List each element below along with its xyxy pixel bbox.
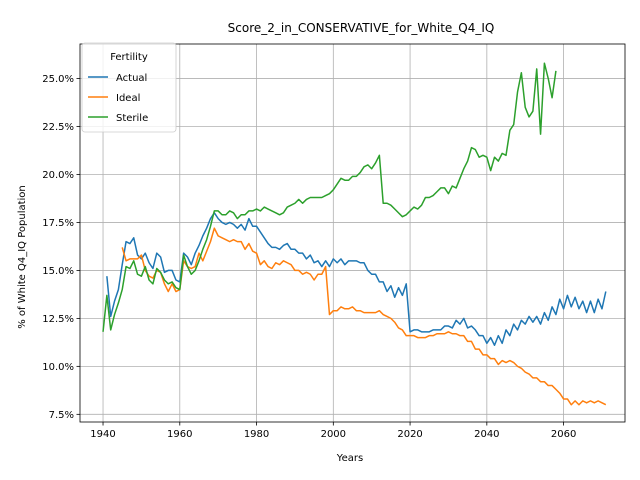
series-line-ideal: [121, 227, 607, 406]
x-tick-label: 2040: [474, 429, 499, 440]
series-layer: [102, 62, 607, 406]
legend-box: [81, 42, 177, 133]
legend-label-ideal: Ideal: [116, 93, 140, 104]
x-tick-label: 2000: [321, 429, 346, 440]
y-tick-label: 7.5%: [49, 410, 74, 421]
plot-area-frame: [79, 43, 626, 423]
x-axis-title: Years: [336, 453, 363, 464]
x-tick-label: 1980: [244, 429, 269, 440]
y-tick-label: 25.0%: [42, 74, 74, 85]
legend-label-actual: Actual: [116, 73, 147, 84]
y-axis-title: % of White Q4_IQ Population: [17, 185, 28, 329]
chart-title: Score_2_in_CONSERVATIVE_for_White_Q4_IQ: [228, 21, 495, 35]
legend-label-sterile: Sterile: [116, 113, 148, 124]
series-line-actual: [106, 212, 607, 346]
y-tick-label: 17.5%: [42, 218, 74, 229]
x-tick-label: 2060: [551, 429, 576, 440]
legend-title: Fertility: [110, 52, 148, 63]
y-tick-label: 15.0%: [42, 266, 74, 277]
legend: Fertility Actual Ideal Sterile: [81, 42, 177, 133]
x-tick-label: 2020: [397, 429, 422, 440]
grid: [80, 44, 625, 422]
y-tick-label: 22.5%: [42, 122, 74, 133]
x-tick-label: 1960: [167, 429, 192, 440]
y-tick-label: 12.5%: [42, 314, 74, 325]
y-tick-label: 20.0%: [42, 170, 74, 181]
x-axis: 1940 1960 1980 2000 2020 2040 2060: [90, 422, 576, 440]
x-tick-label: 1940: [90, 429, 115, 440]
y-tick-label: 10.0%: [42, 362, 74, 373]
series-line-sterile: [102, 62, 557, 332]
y-axis: 7.5% 10.0% 12.5% 15.0% 17.5% 20.0% 22.5% 25.0%: [42, 74, 80, 421]
